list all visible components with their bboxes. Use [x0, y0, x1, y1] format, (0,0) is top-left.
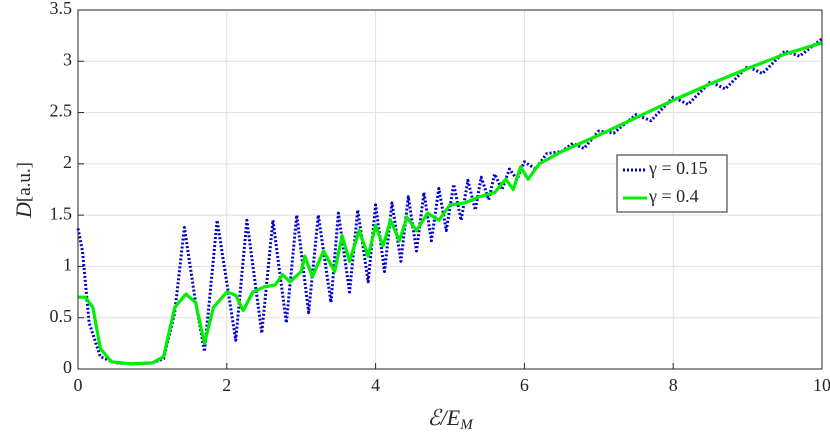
x-label-sub: M: [459, 417, 474, 433]
legend-label: γ = 0.15: [648, 158, 708, 178]
y-tick-label: 2: [63, 152, 72, 172]
legend-label: γ = 0.4: [648, 186, 699, 206]
axes-box: [77, 9, 823, 370]
y-tick-label: 0.5: [50, 306, 73, 326]
x-tick-label: 10: [813, 375, 830, 395]
y-axis-label: D[a.u.]: [11, 162, 36, 219]
y-tick-label: 3.5: [50, 0, 73, 18]
x-tick-label: 4: [371, 375, 380, 395]
legend: γ = 0.15 γ = 0.4: [616, 154, 728, 213]
x-tick-label: 8: [669, 375, 678, 395]
x-axis-label: ℰ/EM: [427, 405, 474, 433]
legend-box: [616, 154, 728, 213]
y-tick-label: 1.5: [50, 203, 73, 223]
x-tick-label: 6: [520, 375, 529, 395]
x-label-main: ℰ/E: [427, 405, 460, 430]
y-tick-label: 0: [63, 357, 72, 377]
plot-lines: [76, 37, 823, 366]
series-line: [78, 41, 823, 366]
y-tick-label: 1: [63, 255, 72, 275]
y-tick-label: 2.5: [50, 101, 73, 121]
y-tick-label: 3: [63, 49, 72, 69]
y-label-unit: [a.u.]: [14, 162, 35, 202]
y-label-main: D: [11, 202, 36, 219]
x-tick-label: 0: [74, 375, 83, 395]
x-tick-label: 2: [222, 375, 231, 395]
